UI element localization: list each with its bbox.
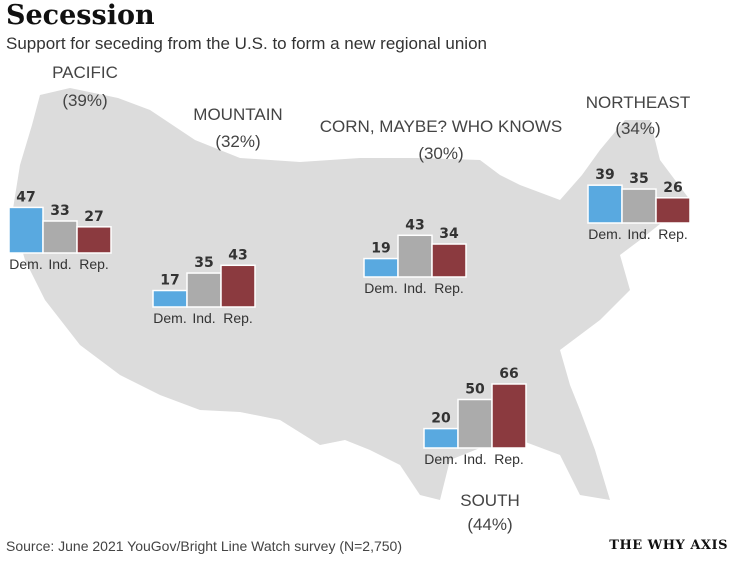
bar-value-label: 20 <box>431 411 451 427</box>
bar-value-label: 35 <box>629 171 648 187</box>
bar-value-label: 66 <box>499 366 518 382</box>
bar-ind <box>186 272 222 308</box>
bar-rep <box>220 264 256 308</box>
category-label: Rep. <box>223 310 253 326</box>
bar-value-label: 35 <box>194 255 213 271</box>
region-percent: (34%) <box>615 119 660 138</box>
bar-value-label: 34 <box>439 226 459 242</box>
region-name: NORTHEAST <box>586 93 691 112</box>
bar-ind <box>397 234 433 278</box>
category-label: Dem. <box>153 310 186 326</box>
bar-dem <box>8 206 44 254</box>
bar-dem <box>423 427 459 449</box>
bar-dem <box>152 289 188 308</box>
bar-value-label: 43 <box>228 247 247 263</box>
bar-dem <box>587 184 623 224</box>
bar-value-label: 17 <box>160 273 179 289</box>
bar-value-label: 19 <box>371 241 390 257</box>
category-label: Ind. <box>192 310 215 326</box>
category-label: Ind. <box>403 280 426 296</box>
region-percent: (32%) <box>215 132 260 151</box>
bar-rep <box>491 383 527 449</box>
category-label: Dem. <box>364 280 397 296</box>
bar-value-label: 43 <box>405 217 424 233</box>
region-name: SOUTH <box>460 491 520 510</box>
bar-rep <box>76 226 112 254</box>
chart-subtitle: Support for seceding from the U.S. to fo… <box>6 34 487 53</box>
region-name: PACIFIC <box>52 63 118 82</box>
region-percent: (44%) <box>467 515 512 534</box>
bar-rep <box>655 197 691 224</box>
category-label: Ind. <box>463 451 486 467</box>
category-label: Rep. <box>658 226 688 242</box>
category-label: Dem. <box>588 226 621 242</box>
region-percent: (39%) <box>62 91 107 110</box>
bar-dem <box>363 257 399 278</box>
bar-value-label: 26 <box>663 180 682 196</box>
bar-value-label: 27 <box>84 209 103 225</box>
category-label: Rep. <box>434 280 464 296</box>
category-label: Rep. <box>79 256 109 272</box>
chart-title: Secession <box>6 0 155 31</box>
bar-rep <box>431 243 467 278</box>
category-label: Dem. <box>424 451 457 467</box>
bar-value-label: 39 <box>595 167 614 183</box>
region-name: MOUNTAIN <box>193 105 282 124</box>
category-label: Ind. <box>627 226 650 242</box>
category-label: Dem. <box>9 256 42 272</box>
category-label: Ind. <box>48 256 71 272</box>
bar-ind <box>457 398 493 449</box>
us-map-background <box>12 88 690 500</box>
bar-value-label: 50 <box>465 382 485 398</box>
bar-ind <box>42 220 78 254</box>
bar-value-label: 47 <box>16 189 35 205</box>
brand-logo: THE WHY AXIS <box>609 538 728 553</box>
bar-ind <box>621 188 657 224</box>
category-label: Rep. <box>494 451 524 467</box>
source-note: Source: June 2021 YouGov/Bright Line Wat… <box>6 538 402 554</box>
region-percent: (30%) <box>418 144 463 163</box>
bar-value-label: 33 <box>50 203 69 219</box>
region-name: CORN, MAYBE? WHO KNOWS <box>320 117 562 136</box>
